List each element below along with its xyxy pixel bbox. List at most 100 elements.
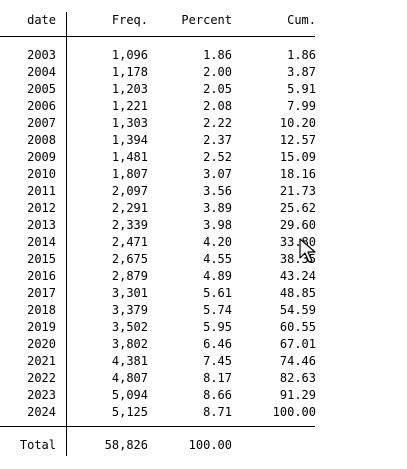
cell-percent: 8.71 [203, 405, 232, 419]
cell-freq: 2,097 [111, 184, 148, 198]
cell-date: 2019 [27, 320, 56, 334]
cell-date: 2009 [27, 150, 56, 164]
cell-percent: 1.86 [203, 48, 232, 62]
cell-date: 2008 [27, 133, 56, 147]
cell-freq: 2,471 [111, 235, 148, 249]
cell-date: 2004 [27, 65, 56, 79]
cell-freq: 1,303 [111, 116, 148, 130]
cell-freq: 3,301 [111, 286, 148, 300]
header-separator [66, 12, 67, 36]
total-rule [0, 426, 315, 427]
header-rule [0, 36, 315, 37]
cell-freq: 1,807 [111, 167, 148, 181]
cell-freq: 1,394 [111, 133, 148, 147]
cell-percent: 5.74 [203, 303, 232, 317]
cell-percent: 2.22 [203, 116, 232, 130]
cell-percent: 3.56 [203, 184, 232, 198]
cell-percent: 8.66 [203, 388, 232, 402]
cell-percent: 5.61 [203, 286, 232, 300]
cell-date: 2015 [27, 252, 56, 266]
cell-cum: 60.55 [279, 320, 316, 334]
cell-percent: 8.17 [203, 371, 232, 385]
cell-percent: 2.00 [203, 65, 232, 79]
cell-percent: 7.45 [203, 354, 232, 368]
cell-date: 2010 [27, 167, 56, 181]
cell-cum: 7.99 [287, 99, 316, 113]
cell-percent: 2.08 [203, 99, 232, 113]
cell-freq: 2,879 [111, 269, 148, 283]
cell-date: 2016 [27, 269, 56, 283]
cell-freq: 1,221 [111, 99, 148, 113]
cell-freq: 4,807 [111, 371, 148, 385]
cell-percent: 2.37 [203, 133, 232, 147]
cell-freq: 2,291 [111, 201, 148, 215]
cell-cum: 21.73 [279, 184, 316, 198]
cell-date: 2014 [27, 235, 56, 249]
column-header-percent: Percent [181, 13, 232, 27]
cell-date: 2021 [27, 354, 56, 368]
cell-freq: 5,094 [111, 388, 148, 402]
cell-percent: 3.89 [203, 201, 232, 215]
cell-freq: 3,502 [111, 320, 148, 334]
cell-cum: 29.60 [279, 218, 316, 232]
cell-cum: 5.91 [287, 82, 316, 96]
cell-date: 2024 [27, 405, 56, 419]
cell-date: 2011 [27, 184, 56, 198]
column-header-date: date [27, 13, 56, 27]
cell-percent: 4.55 [203, 252, 232, 266]
cell-freq: 1,481 [111, 150, 148, 164]
cell-date: 2022 [27, 371, 56, 385]
cell-cum: 10.20 [279, 116, 316, 130]
cell-cum: 91.29 [279, 388, 316, 402]
mouse-pointer-icon [299, 238, 316, 263]
cell-date: 2023 [27, 388, 56, 402]
cell-cum: 3.87 [287, 65, 316, 79]
body-separator [66, 37, 67, 426]
cell-cum: 48.85 [279, 286, 316, 300]
cell-percent: 2.52 [203, 150, 232, 164]
cell-date: 2012 [27, 201, 56, 215]
cell-cum: 25.62 [279, 201, 316, 215]
cell-cum: 74.46 [279, 354, 316, 368]
cell-percent: 4.89 [203, 269, 232, 283]
cell-percent: 3.98 [203, 218, 232, 232]
cell-freq: 3,379 [111, 303, 148, 317]
column-header-cum: Cum. [287, 13, 316, 27]
cell-percent: 3.07 [203, 167, 232, 181]
cell-cum: 54.59 [279, 303, 316, 317]
column-header-freq: Freq. [111, 13, 148, 27]
cell-date: 2013 [27, 218, 56, 232]
total-percent: 100.00 [188, 438, 232, 452]
cell-cum: 82.63 [279, 371, 316, 385]
cell-date: 2003 [27, 48, 56, 62]
cell-freq: 1,178 [111, 65, 148, 79]
cell-percent: 2.05 [203, 82, 232, 96]
cell-cum: 67.01 [279, 337, 316, 351]
cell-date: 2007 [27, 116, 56, 130]
cell-cum: 18.16 [279, 167, 316, 181]
cell-freq: 2,675 [111, 252, 148, 266]
cell-date: 2006 [27, 99, 56, 113]
cell-date: 2018 [27, 303, 56, 317]
cell-cum: 15.09 [279, 150, 316, 164]
cell-date: 2017 [27, 286, 56, 300]
total-freq: 58,826 [104, 438, 148, 452]
cell-cum: 12.57 [279, 133, 316, 147]
cell-percent: 4.20 [203, 235, 232, 249]
cell-freq: 5,125 [111, 405, 148, 419]
cell-freq: 1,203 [111, 82, 148, 96]
cell-cum: 43.24 [279, 269, 316, 283]
total-label: Total [19, 438, 56, 452]
cell-cum: 1.86 [287, 48, 316, 62]
cell-freq: 2,339 [111, 218, 148, 232]
cell-percent: 6.46 [203, 337, 232, 351]
cell-date: 2005 [27, 82, 56, 96]
cell-freq: 1,096 [111, 48, 148, 62]
cell-cum: 100.00 [272, 405, 316, 419]
cell-freq: 4,381 [111, 354, 148, 368]
cell-percent: 5.95 [203, 320, 232, 334]
total-separator [66, 427, 67, 456]
cell-date: 2020 [27, 337, 56, 351]
cell-freq: 3,802 [111, 337, 148, 351]
